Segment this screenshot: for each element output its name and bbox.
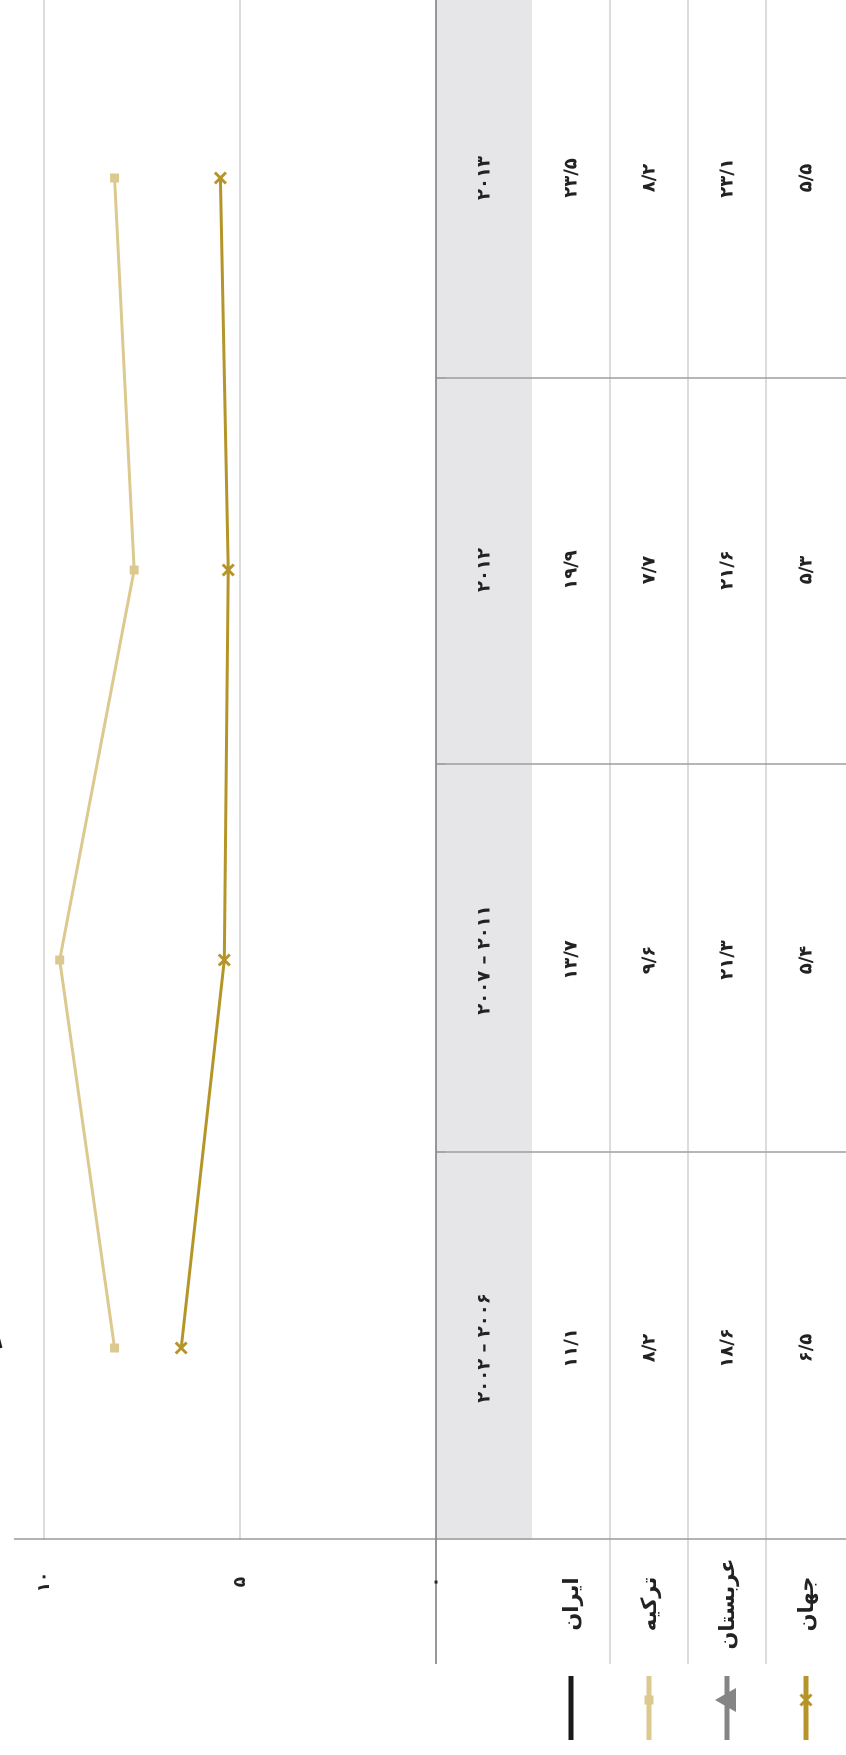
legend-marker-1 <box>644 1695 654 1705</box>
legend-marker-3 <box>799 1693 813 1707</box>
table-cell-value: ۲۳/۱ <box>717 158 738 198</box>
data-point-1-2 <box>129 565 139 575</box>
category-label: ۲۰۰۷ – ۲۰۱۱ <box>474 905 495 1014</box>
table-cell-value: ۵/۳ <box>796 556 817 585</box>
series-line-1 <box>58 177 136 1349</box>
legend-label: عربستان <box>715 1558 739 1649</box>
table-cell-value: ۵/۴ <box>796 946 817 975</box>
legend-label: ترکیه <box>637 1577 661 1631</box>
y-tick-label: ۵ <box>230 1577 250 1587</box>
y-tick-label: ۱۰ <box>34 1572 54 1593</box>
table-cell-value: ۲۱/۳ <box>717 940 738 980</box>
table-cell-value: ۸/۲ <box>639 164 660 193</box>
table-cell-value: ۱۱/۱ <box>561 1328 582 1368</box>
series-line-0 <box>0 1338 3 1349</box>
legend-label: جهان <box>794 1577 818 1632</box>
series-line-3 <box>179 177 230 1349</box>
data-point-3-0 <box>174 1341 188 1355</box>
table-cell-value: ۱۳/۷ <box>561 940 582 980</box>
table-cell-value: ۵/۵ <box>796 164 817 193</box>
data-point-3-3 <box>213 171 227 185</box>
category-header-band <box>436 0 532 1540</box>
table-cell-value: ۷/۷ <box>639 556 660 585</box>
table-cell-value: ۶/۵ <box>796 1334 817 1363</box>
table-cell-value: ۹/۶ <box>639 946 660 975</box>
data-point-3-2 <box>221 563 235 577</box>
table-cell-value: ۱۹/۹ <box>561 550 582 590</box>
table-cell-value: ۸/۲ <box>639 1334 660 1363</box>
data-point-3-1 <box>217 953 231 967</box>
table-cell-value: ۲۱/۶ <box>717 550 738 590</box>
y-tick-label: ۰ <box>426 1577 446 1587</box>
category-label: ۲۰۰۲ – ۲۰۰۶ <box>474 1293 495 1402</box>
table-cell-value: ۲۳/۵ <box>561 158 582 198</box>
data-point-1-1 <box>55 955 65 965</box>
category-label: ۲۰۱۲ <box>474 548 495 592</box>
table-cell-value: ۱۸/۶ <box>717 1328 738 1368</box>
data-point-1-0 <box>110 1343 120 1353</box>
legend-label: ایران <box>559 1577 583 1630</box>
category-label: ۲۰۱۳ <box>474 156 495 200</box>
legend-marker-2 <box>715 1688 736 1712</box>
data-point-1-3 <box>110 173 120 183</box>
